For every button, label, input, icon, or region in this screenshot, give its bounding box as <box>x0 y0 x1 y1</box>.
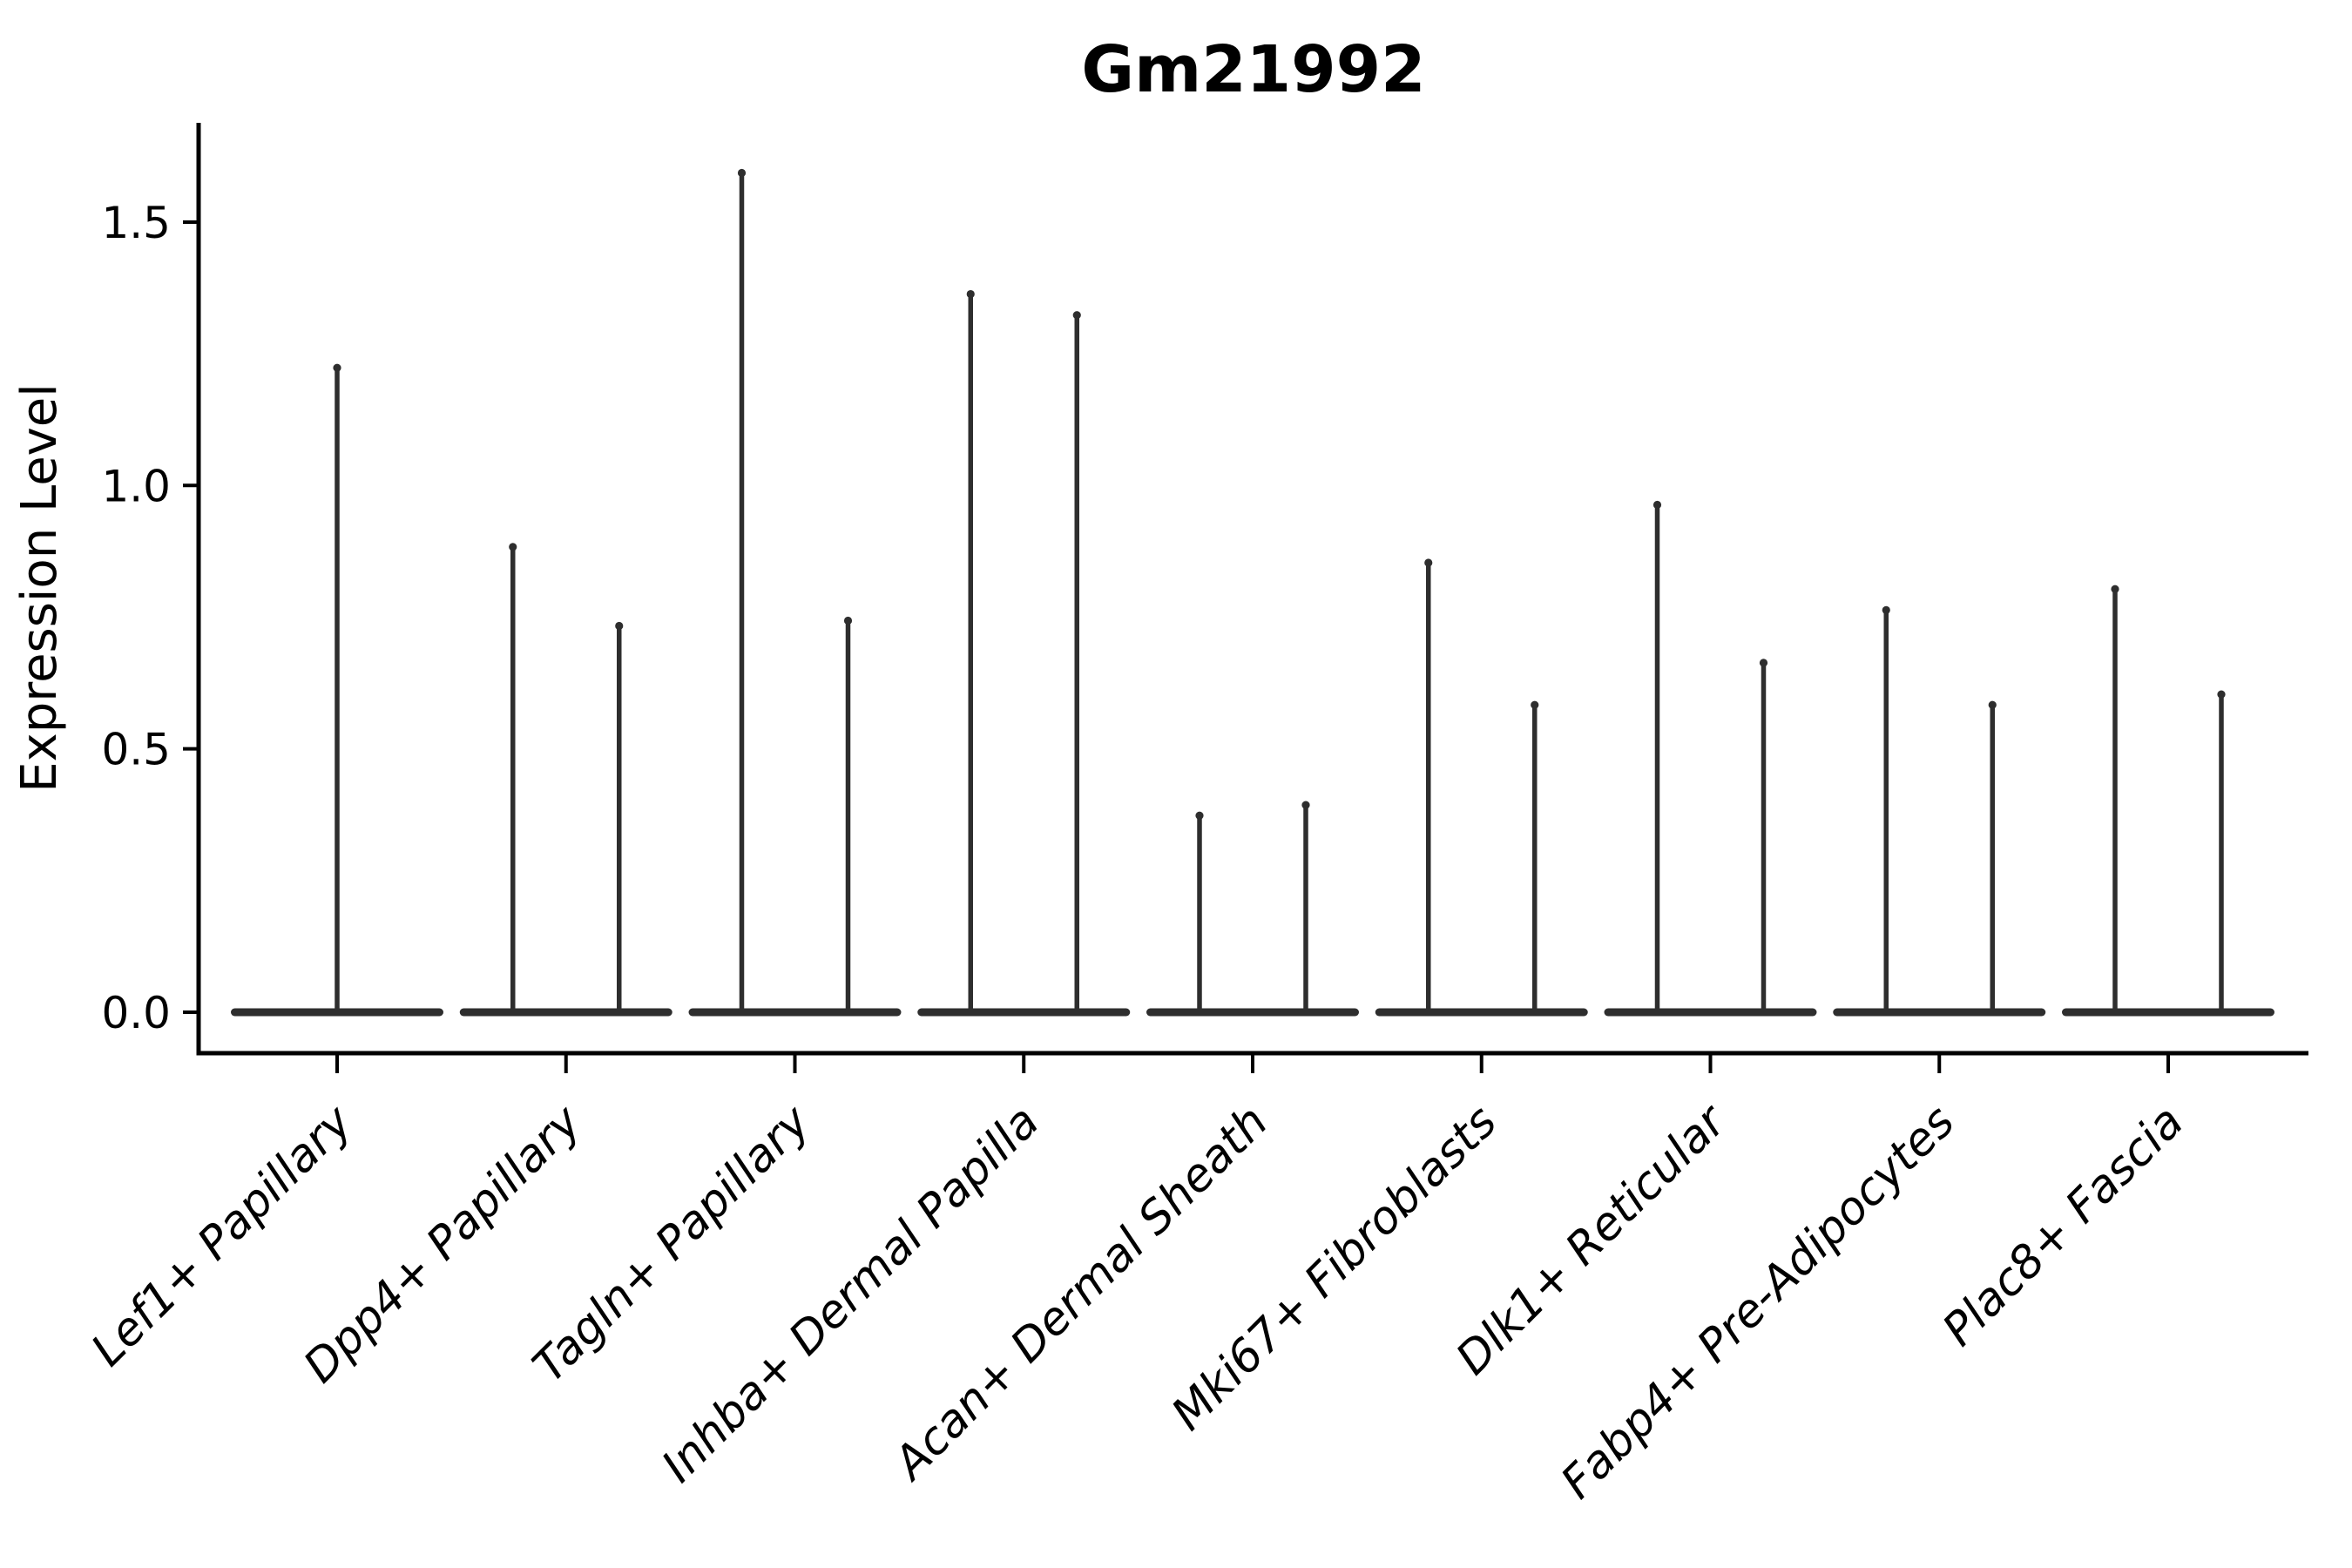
violin-group-dlk1-reticular <box>1604 500 1817 1017</box>
violin-spike-tip <box>1072 311 1081 320</box>
violin-spike-tip <box>2111 585 2119 593</box>
violin-spike-tip <box>615 621 624 631</box>
violin-spike-tip <box>1424 558 1433 567</box>
violin-group-tagln-papillary <box>688 168 902 1017</box>
violin-spike-tip <box>966 289 975 299</box>
violin-baseline <box>688 1008 902 1017</box>
violin-spike-tip <box>1652 500 1662 510</box>
violin-group-fabp4-pre-adipocytes <box>1833 605 2046 1017</box>
y-tick-label: 1.0 <box>101 461 171 511</box>
violin-spike-tip <box>843 616 853 625</box>
violin-baseline <box>1604 1008 1817 1017</box>
violin-baseline <box>2062 1008 2274 1017</box>
violin-spike-tip <box>333 363 341 372</box>
y-tick-label: 1.5 <box>101 198 171 248</box>
violin-group-dpp4-papillary <box>459 543 672 1017</box>
violin-group-acan-dermal-sheath <box>1146 801 1359 1017</box>
violin-spike-tip <box>1882 605 1890 614</box>
violin-spike-tip <box>1531 700 1539 709</box>
violin-baseline <box>1375 1008 1588 1017</box>
violin-spike-tip <box>2217 690 2226 699</box>
violin-group-plac8-fascia <box>2062 585 2274 1017</box>
x-tick-label-plac8-fascia: Plac8+ Fascia <box>1933 1096 2193 1356</box>
y-tick-label: 0.5 <box>101 725 171 775</box>
x-tick-label-acan-dermal-sheath: Acan+ Dermal Sheath <box>882 1096 1278 1491</box>
violin-spike-tip <box>1195 811 1204 820</box>
violin-spike-tip <box>737 168 747 178</box>
violin-group-mki67-fibroblasts <box>1375 558 1588 1017</box>
x-tick-label-fabp4-pre-adipocytes: Fabp4+ Pre-Adipocytes <box>1551 1096 1965 1510</box>
violin-spike-tip <box>1301 801 1310 809</box>
violin-baseline <box>459 1008 672 1017</box>
y-axis-label: Expression Level <box>11 383 68 793</box>
axes-layer <box>183 123 2308 1073</box>
violin-group-lef1-papillary <box>231 363 443 1017</box>
violin-baseline <box>917 1008 1131 1017</box>
y-tick-label: 0.0 <box>101 988 171 1038</box>
violin-group-inhba-dermal-papilla <box>917 289 1131 1017</box>
violin-spike-tip <box>1988 700 1997 709</box>
violin-baseline <box>1146 1008 1359 1017</box>
x-tick-label-inhba-dermal-papilla: Inhba+ Dermal Papilla <box>652 1096 1050 1493</box>
violins-layer <box>231 168 2274 1017</box>
violin-spike-tip <box>1759 659 1768 667</box>
chart-title: Gm21992 <box>1081 32 1425 107</box>
violin-spike-tip <box>509 543 517 551</box>
violin-baseline <box>1833 1008 2046 1017</box>
